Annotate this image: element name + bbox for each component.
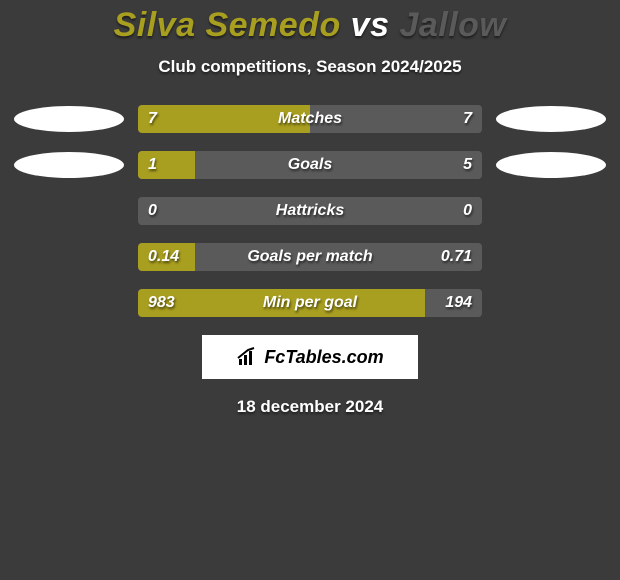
stat-value-left: 1: [148, 156, 157, 174]
stat-bar: 0.14 0.71 Goals per match: [138, 243, 482, 271]
club-crest-right: [496, 106, 606, 132]
brand-box: FcTables.com: [202, 335, 418, 379]
brand-text: FcTables.com: [264, 347, 383, 368]
stat-row: 0.14 0.71 Goals per match: [0, 243, 620, 271]
stat-label: Hattricks: [276, 202, 344, 220]
stat-label: Min per goal: [263, 294, 357, 312]
stat-row: 0 0 Hattricks: [0, 197, 620, 225]
stat-value-left: 983: [148, 294, 175, 312]
title-left-player: Silva Semedo: [114, 6, 341, 44]
stat-value-right: 194: [445, 294, 472, 312]
title-right-player: Jallow: [399, 6, 506, 44]
stat-bar: 983 194 Min per goal: [138, 289, 482, 317]
chart-icon: [236, 347, 258, 367]
stat-bar: 7 7 Matches: [138, 105, 482, 133]
stat-value-right: 5: [463, 156, 472, 174]
bar-fill-right: [195, 151, 482, 179]
bar-fill-left: [138, 151, 195, 179]
stat-value-left: 0: [148, 202, 157, 220]
club-crest-left: [14, 152, 124, 178]
club-crest-right: [496, 152, 606, 178]
stat-row: 983 194 Min per goal: [0, 289, 620, 317]
title-vs: vs: [341, 6, 400, 44]
stat-label: Goals: [288, 156, 332, 174]
stat-bar: 1 5 Goals: [138, 151, 482, 179]
stat-value-left: 0.14: [148, 248, 179, 266]
comparison-infographic: Silva Semedo vs Jallow Club competitions…: [0, 0, 620, 417]
stat-value-right: 7: [463, 110, 472, 128]
stat-row: 7 7 Matches: [0, 105, 620, 133]
date-text: 18 december 2024: [0, 397, 620, 417]
stat-rows: 7 7 Matches 1 5 Goals 0 0 Hattricks 0.14 0.71 Goals…: [0, 105, 620, 317]
page-title: Silva Semedo vs Jallow: [0, 6, 620, 45]
stat-label: Matches: [278, 110, 342, 128]
subtitle: Club competitions, Season 2024/2025: [0, 57, 620, 77]
stat-bar: 0 0 Hattricks: [138, 197, 482, 225]
club-crest-left: [14, 106, 124, 132]
stat-label: Goals per match: [247, 248, 372, 266]
stat-value-left: 7: [148, 110, 157, 128]
stat-value-right: 0: [463, 202, 472, 220]
stat-value-right: 0.71: [441, 248, 472, 266]
stat-row: 1 5 Goals: [0, 151, 620, 179]
